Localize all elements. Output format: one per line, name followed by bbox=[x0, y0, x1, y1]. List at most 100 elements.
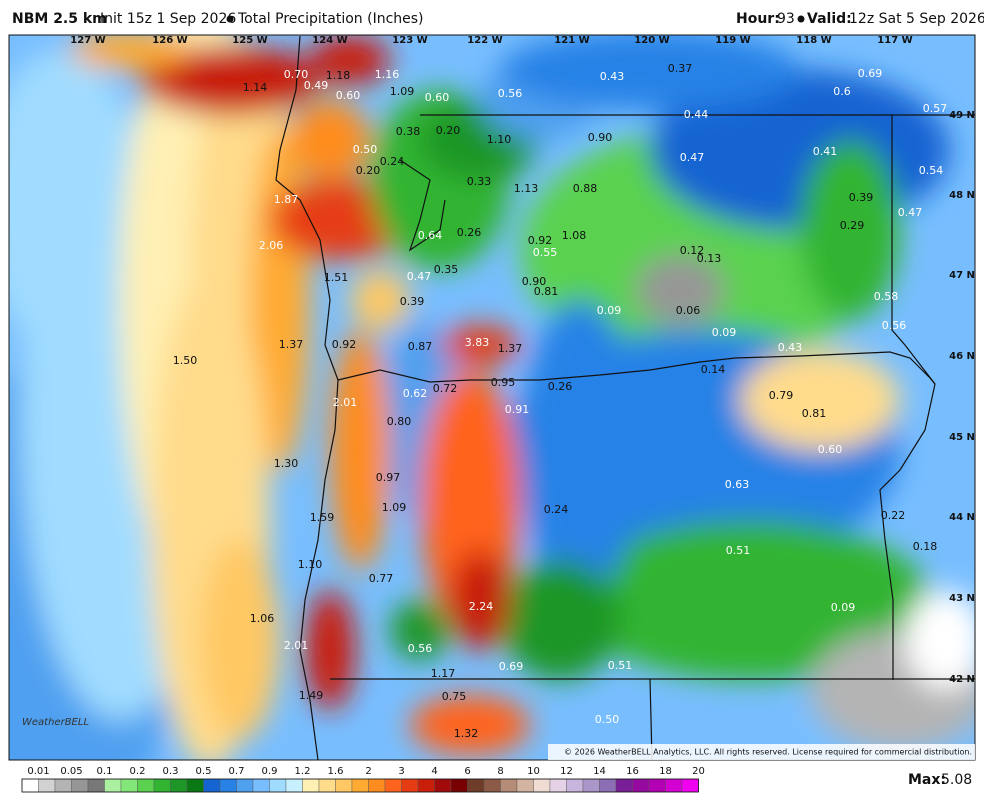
precip-value-label: 1.17 bbox=[431, 667, 456, 680]
precip-value-label: 0.72 bbox=[433, 382, 458, 395]
precip-area bbox=[310, 35, 390, 85]
precip-value-label: 1.13 bbox=[514, 182, 539, 195]
latitude-label: 46 N bbox=[949, 351, 975, 362]
colorbar-label: 8 bbox=[497, 766, 503, 777]
precip-value-label: 1.37 bbox=[498, 342, 523, 355]
precip-value-label: 0.22 bbox=[881, 509, 906, 522]
latitude-label: 48 N bbox=[949, 190, 975, 201]
colorbar-swatch bbox=[137, 778, 155, 793]
latitude-label: 44 N bbox=[949, 512, 975, 523]
precip-value-label: 1.16 bbox=[375, 68, 400, 81]
colorbar-swatch bbox=[401, 778, 419, 793]
precip-value-label: 0.60 bbox=[336, 89, 361, 102]
latitude-label: 49 N bbox=[949, 110, 975, 121]
init-time: Init 15z 1 Sep 2026 bbox=[100, 11, 236, 27]
precip-value-label: 0.37 bbox=[668, 62, 693, 75]
precip-value-label: 0.6 bbox=[833, 85, 851, 98]
precip-area bbox=[200, 540, 280, 740]
precip-value-label: 1.18 bbox=[326, 69, 351, 82]
colorbar-swatch bbox=[104, 778, 122, 793]
latitude-label: 43 N bbox=[949, 593, 975, 604]
precip-value-label: 1.32 bbox=[454, 727, 479, 740]
precip-value-label: 0.88 bbox=[573, 182, 598, 195]
precip-area bbox=[500, 35, 800, 110]
precip-value-label: 0.87 bbox=[408, 340, 433, 353]
colorbar-swatch bbox=[648, 778, 666, 793]
colorbar-label: 0.5 bbox=[196, 766, 212, 777]
precip-value-label: 1.37 bbox=[279, 338, 304, 351]
precip-value-label: 0.63 bbox=[725, 478, 750, 491]
precip-value-label: 0.56 bbox=[882, 319, 907, 332]
colorbar-swatch bbox=[566, 778, 584, 793]
colorbar-swatch bbox=[467, 778, 485, 793]
precip-area bbox=[140, 45, 320, 115]
precip-value-label: 0.12 bbox=[680, 244, 705, 257]
colorbar-swatch bbox=[269, 778, 287, 793]
precip-value-label: 0.13 bbox=[697, 252, 722, 265]
precip-value-label: 0.91 bbox=[505, 403, 530, 416]
precip-value-label: 1.87 bbox=[274, 193, 299, 206]
precip-value-label: 0.26 bbox=[548, 380, 573, 393]
colorbar-swatch bbox=[368, 778, 386, 793]
max-value: 5.08 bbox=[941, 772, 972, 788]
precip-value-label: 1.59 bbox=[310, 511, 335, 524]
colorbar-swatch bbox=[450, 778, 468, 793]
colorbar-label: 4 bbox=[431, 766, 437, 777]
precip-value-label: 0.50 bbox=[353, 143, 378, 156]
colorbar-swatch bbox=[384, 778, 402, 793]
colorbar-swatch bbox=[38, 778, 56, 793]
colorbar-label: 0.05 bbox=[60, 766, 82, 777]
precip-value-label: 0.90 bbox=[522, 275, 547, 288]
colorbar-label: 18 bbox=[659, 766, 672, 777]
precip-value-label: 0.47 bbox=[898, 206, 923, 219]
longitude-label: 124 W bbox=[312, 35, 347, 46]
colorbar-swatch bbox=[549, 778, 567, 793]
precip-value-label: 0.58 bbox=[874, 290, 899, 303]
precip-value-label: 0.47 bbox=[680, 151, 705, 164]
colorbar-swatch bbox=[632, 778, 650, 793]
colorbar-label: 2 bbox=[365, 766, 371, 777]
colorbar-swatch bbox=[54, 778, 72, 793]
colorbar-swatch bbox=[302, 778, 320, 793]
precip-area bbox=[390, 600, 450, 660]
colorbar-swatch bbox=[533, 778, 551, 793]
precip-value-label: 0.43 bbox=[600, 70, 625, 83]
precip-value-label: 1.06 bbox=[250, 612, 275, 625]
precip-value-label: 0.81 bbox=[802, 407, 827, 420]
precip-area bbox=[440, 325, 520, 365]
colorbar-swatch bbox=[582, 778, 600, 793]
precip-value-label: 0.90 bbox=[588, 131, 613, 144]
precip-value-label: 2.06 bbox=[259, 239, 284, 252]
precip-value-label: 0.57 bbox=[923, 102, 948, 115]
longitude-label: 117 W bbox=[877, 35, 912, 46]
precip-value-label: 0.09 bbox=[831, 601, 856, 614]
bullet bbox=[226, 15, 234, 23]
precip-value-label: 0.54 bbox=[919, 164, 944, 177]
precip-area bbox=[905, 590, 975, 690]
precip-value-label: 0.60 bbox=[425, 91, 450, 104]
precip-value-label: 0.80 bbox=[387, 415, 412, 428]
precip-value-label: 0.26 bbox=[457, 226, 482, 239]
precip-value-label: 0.39 bbox=[849, 191, 874, 204]
colorbar-swatch bbox=[351, 778, 369, 793]
precip-value-label: 0.60 bbox=[818, 443, 843, 456]
colorbar-swatch bbox=[87, 778, 105, 793]
longitude-label: 118 W bbox=[796, 35, 831, 46]
precip-value-label: 2.24 bbox=[469, 600, 494, 613]
colorbar-swatch bbox=[417, 778, 435, 793]
colorbar-swatch bbox=[252, 778, 270, 793]
colorbar-label: 1.2 bbox=[295, 766, 311, 777]
precip-value-label: 0.75 bbox=[442, 690, 467, 703]
precip-value-label: 1.14 bbox=[243, 81, 268, 94]
longitude-label: 122 W bbox=[467, 35, 502, 46]
precip-value-label: 0.92 bbox=[528, 234, 553, 247]
colorbar-frame bbox=[21, 778, 699, 793]
colorbar-swatch bbox=[186, 778, 204, 793]
colorbar-swatch bbox=[170, 778, 188, 793]
precip-value-label: 0.09 bbox=[597, 304, 622, 317]
valid-label: Valid: bbox=[807, 11, 852, 27]
colorbar-swatch bbox=[21, 778, 39, 793]
colorbar-swatch bbox=[335, 778, 353, 793]
precip-value-label: 0.38 bbox=[396, 125, 421, 138]
